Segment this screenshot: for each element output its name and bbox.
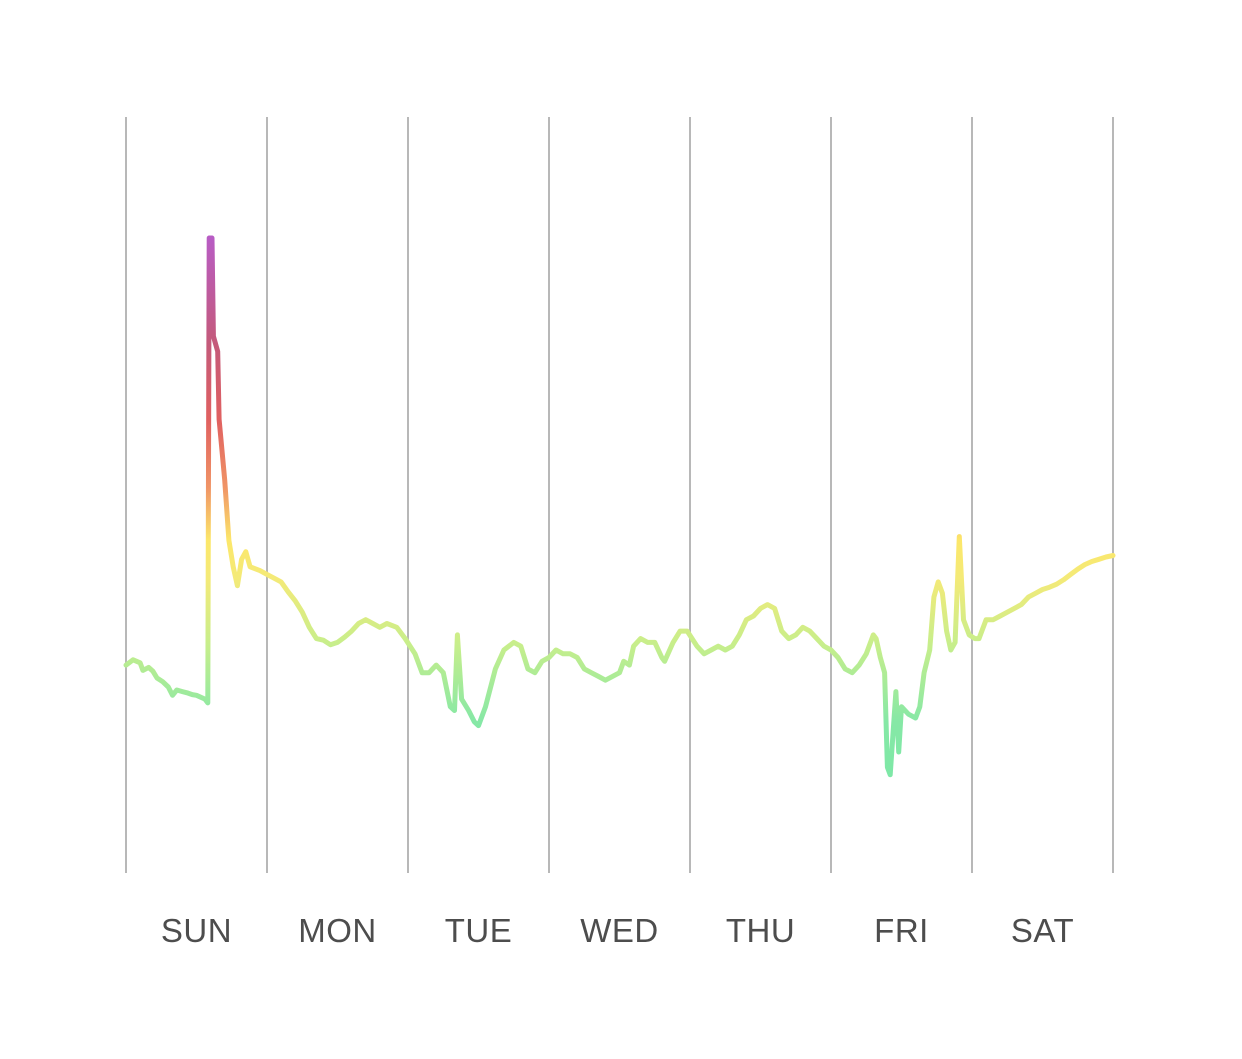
day-label-sat: SAT — [1011, 912, 1074, 949]
day-label-sun: SUN — [161, 912, 232, 949]
day-label-tue: TUE — [445, 912, 513, 949]
day-label-thu: THU — [726, 912, 795, 949]
day-labels: SUN MON TUE WED THU FRI SAT — [161, 912, 1074, 949]
day-label-wed: WED — [580, 912, 659, 949]
day-label-fri: FRI — [874, 912, 929, 949]
day-gridlines — [125, 117, 1114, 873]
series-layer — [123, 235, 1116, 778]
day-label-mon: MON — [298, 912, 377, 949]
series-line — [123, 235, 1116, 778]
